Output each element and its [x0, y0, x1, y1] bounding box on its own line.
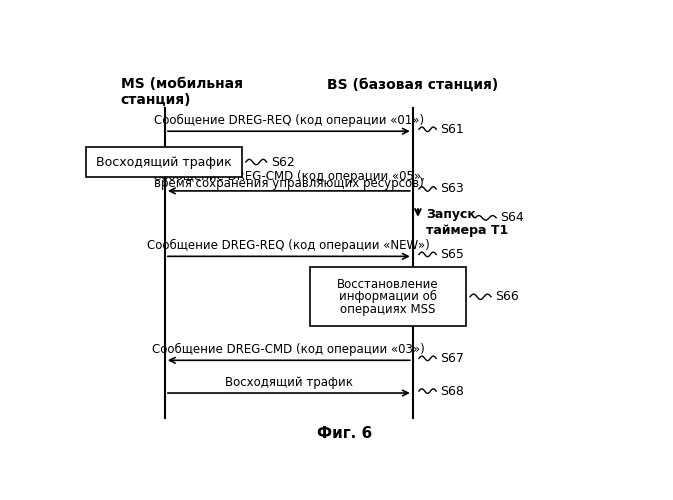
Text: Сообщение DREG-CMD (код операции «05»,: Сообщение DREG-CMD (код операции «05»,	[153, 170, 425, 183]
Text: S68: S68	[440, 384, 464, 398]
Text: Запуск: Запуск	[426, 208, 476, 221]
Text: BS (базовая станция): BS (базовая станция)	[327, 78, 498, 92]
Text: S67: S67	[440, 352, 464, 365]
Text: Восстановление: Восстановление	[337, 278, 439, 290]
Text: S62: S62	[271, 156, 295, 168]
Text: Восходящий трафик: Восходящий трафик	[96, 156, 232, 168]
Text: Восходящий трафик: Восходящий трафик	[225, 376, 353, 389]
Text: информации об: информации об	[339, 290, 437, 304]
Text: Фиг. 6: Фиг. 6	[317, 426, 373, 441]
Text: время сохранения управляющих ресурсов): время сохранения управляющих ресурсов)	[154, 176, 424, 190]
Text: таймера T1: таймера T1	[426, 224, 508, 236]
FancyBboxPatch shape	[85, 146, 242, 178]
Text: S63: S63	[440, 182, 464, 196]
Text: S65: S65	[440, 248, 464, 261]
Text: MS (мобильная: MS (мобильная	[120, 78, 243, 92]
Text: S66: S66	[495, 290, 519, 304]
Text: Сообщение DREG-CMD (код операции «03»): Сообщение DREG-CMD (код операции «03»)	[153, 344, 425, 356]
Text: станция): станция)	[120, 92, 191, 106]
FancyBboxPatch shape	[310, 267, 466, 326]
Text: операциях MSS: операциях MSS	[341, 303, 435, 316]
Text: Сообщение DREG-REQ (код операции «NEW»): Сообщение DREG-REQ (код операции «NEW»)	[147, 240, 430, 252]
Text: S61: S61	[440, 123, 464, 136]
Text: S64: S64	[500, 212, 524, 224]
Text: Сообщение DREG-REQ (код операции «01»): Сообщение DREG-REQ (код операции «01»)	[154, 114, 424, 128]
